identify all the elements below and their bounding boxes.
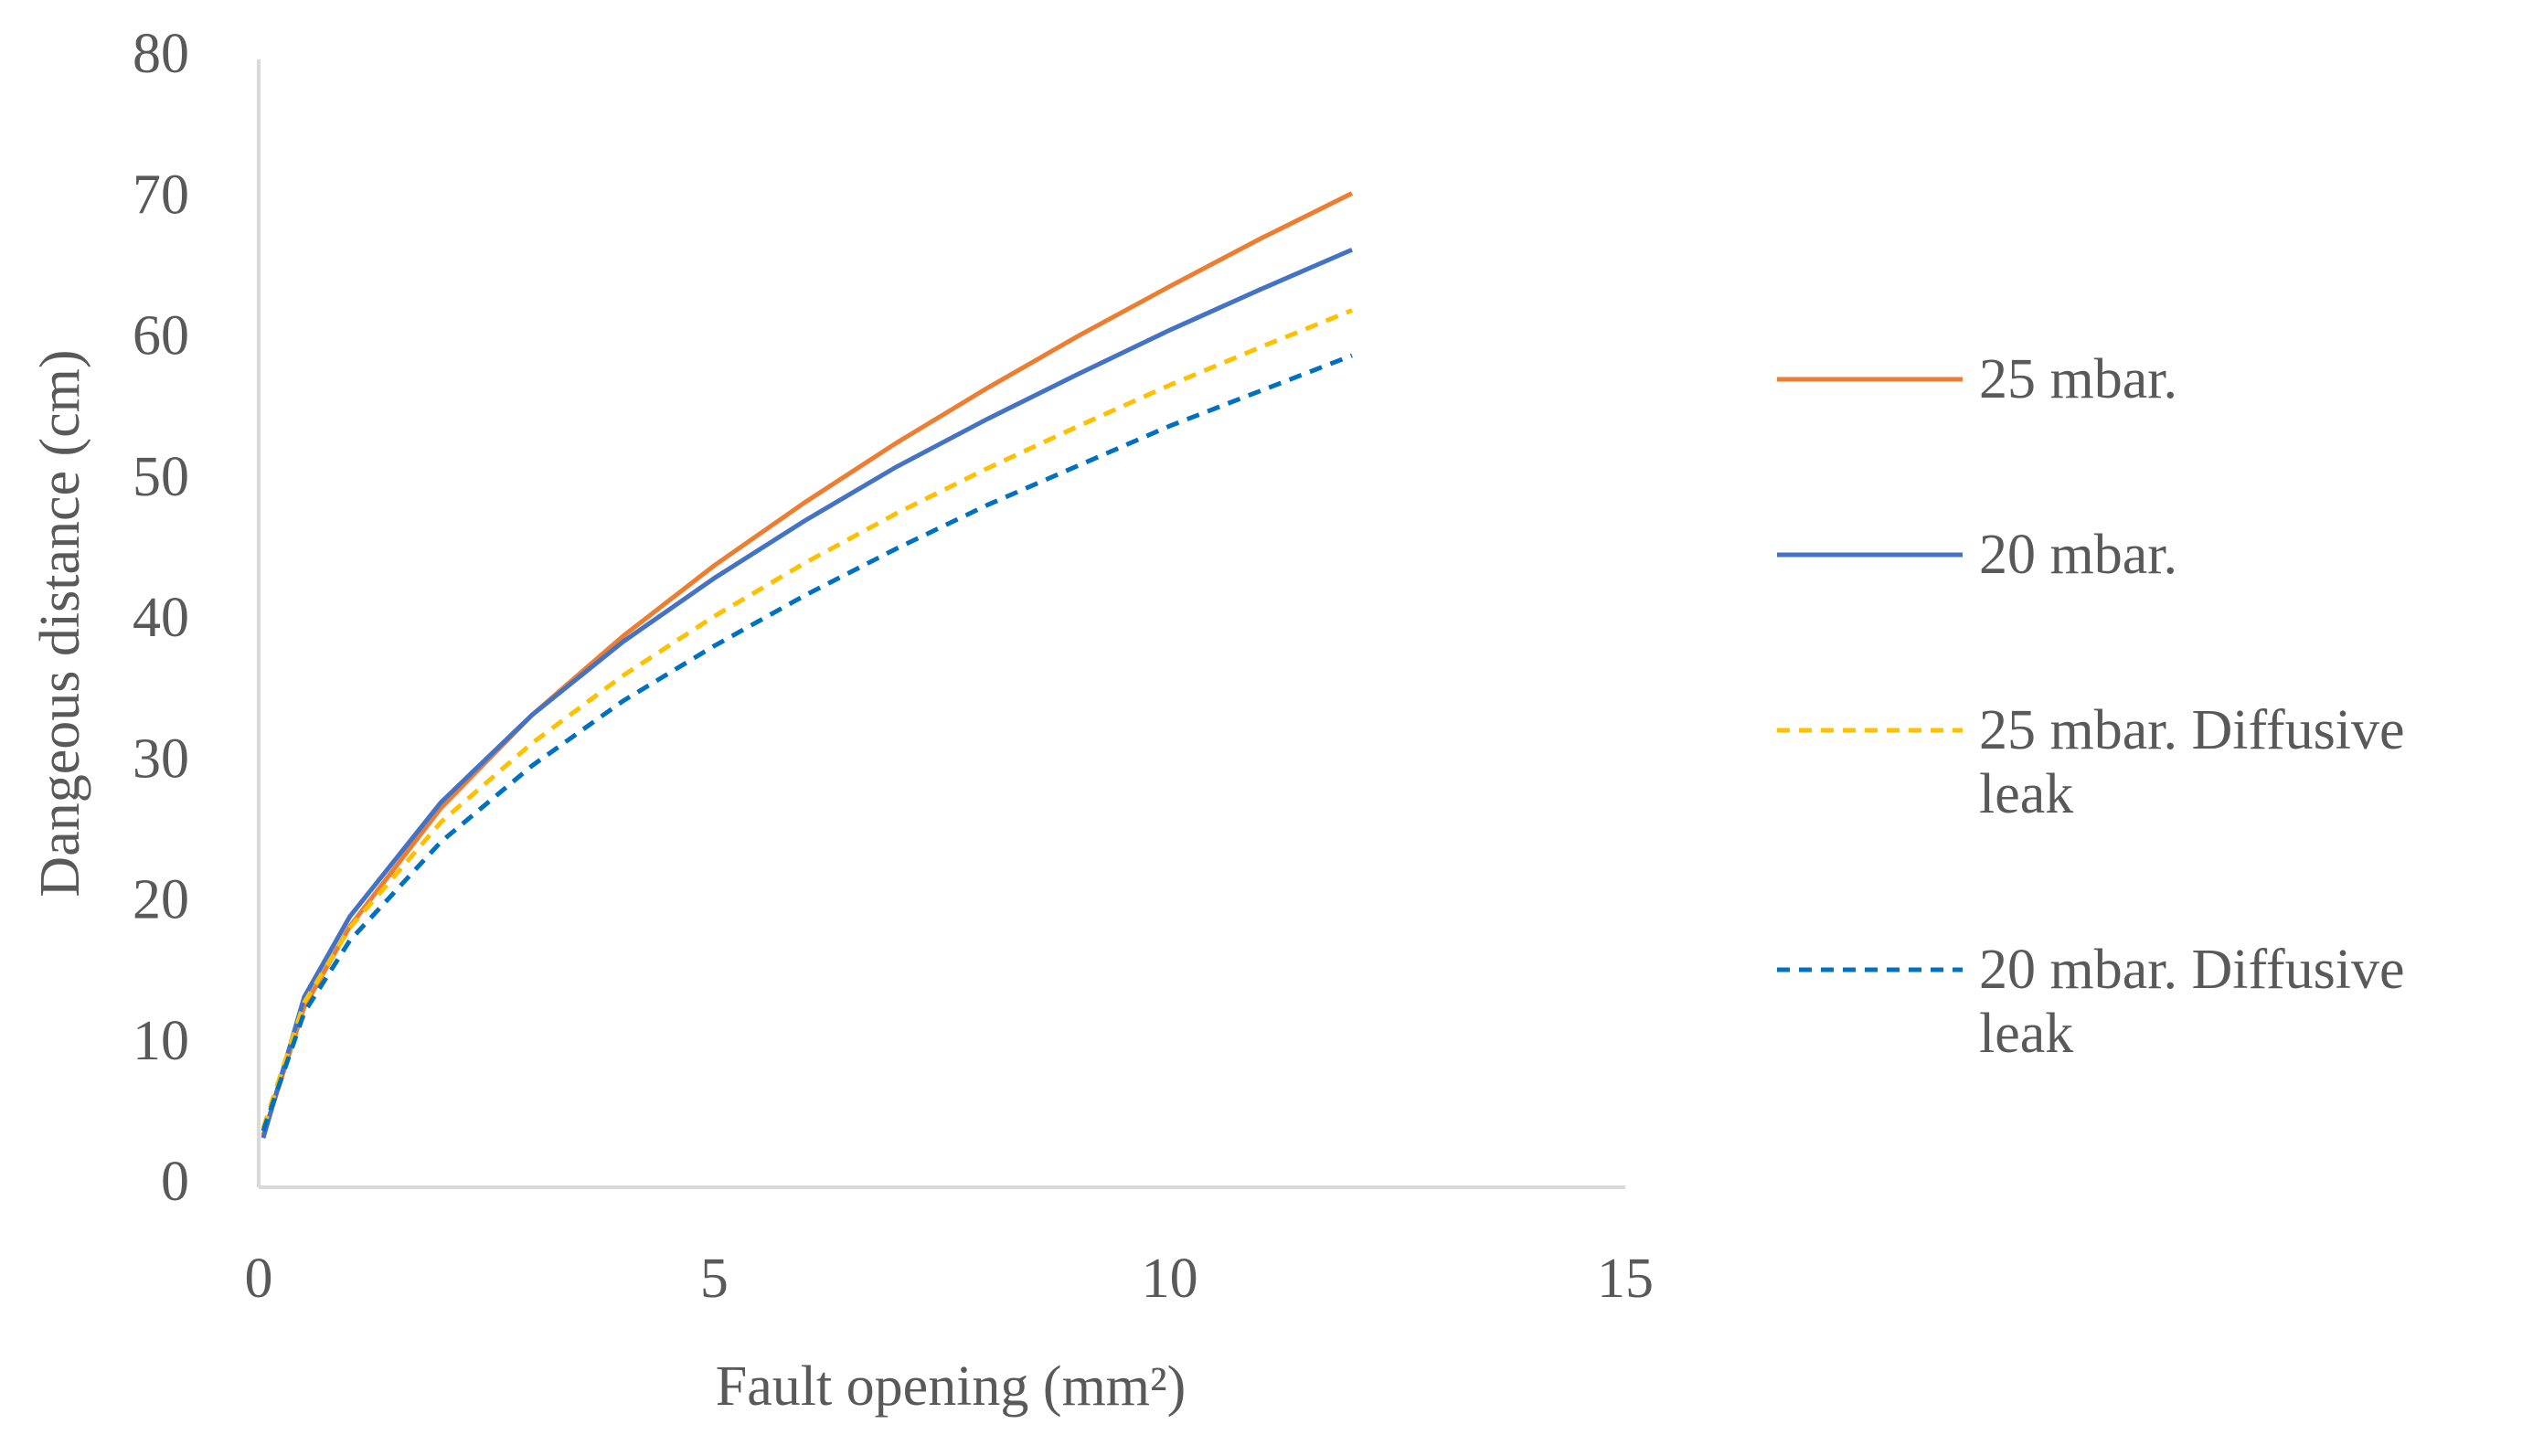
legend-item: 20 mbar. <box>1777 523 2508 587</box>
legend-swatch <box>1777 377 1963 382</box>
y-tick-label: 20 <box>133 869 189 931</box>
x-axis-title: Fault opening (mm²) <box>716 1355 1187 1418</box>
legend-swatch <box>1777 552 1963 558</box>
legend-label: 25 mbar. <box>1979 348 2177 410</box>
series-line <box>261 191 1354 1136</box>
x-tick-label: 10 <box>1142 1248 1198 1310</box>
y-axis-title: Dangeous distance (cm) <box>29 349 91 897</box>
series-line <box>261 308 1353 1129</box>
y-tick-label: 40 <box>133 587 189 649</box>
y-tick-label: 10 <box>133 1010 189 1072</box>
y-tick-label: 30 <box>133 728 189 790</box>
legend-label: 20 mbar. <box>1979 524 2177 586</box>
series-line <box>261 353 1353 1132</box>
y-tick-label: 80 <box>133 23 189 85</box>
legend: 25 mbar. 20 mbar. 25 mbar. Diffusive leak 2… <box>1777 347 2508 1177</box>
x-tick-label: 15 <box>1597 1248 1654 1310</box>
y-tick-label: 0 <box>161 1151 189 1213</box>
legend-swatch <box>1777 728 1963 733</box>
legend-item: 25 mbar. <box>1777 347 2508 411</box>
legend-label: 25 mbar. Diffusive leak <box>1979 699 2405 825</box>
y-tick-label: 70 <box>133 164 189 226</box>
legend-swatch <box>1777 967 1963 972</box>
series-line <box>261 247 1353 1139</box>
legend-item: 20 mbar. Diffusive leak <box>1777 938 2508 1066</box>
x-tick-label: 5 <box>700 1248 729 1310</box>
legend-item: 25 mbar. Diffusive leak <box>1777 698 2508 826</box>
x-tick-label: 0 <box>245 1248 273 1310</box>
legend-label: 20 mbar. Diffusive leak <box>1979 939 2405 1065</box>
y-tick-label: 50 <box>133 446 189 508</box>
y-tick-label: 60 <box>133 305 189 367</box>
